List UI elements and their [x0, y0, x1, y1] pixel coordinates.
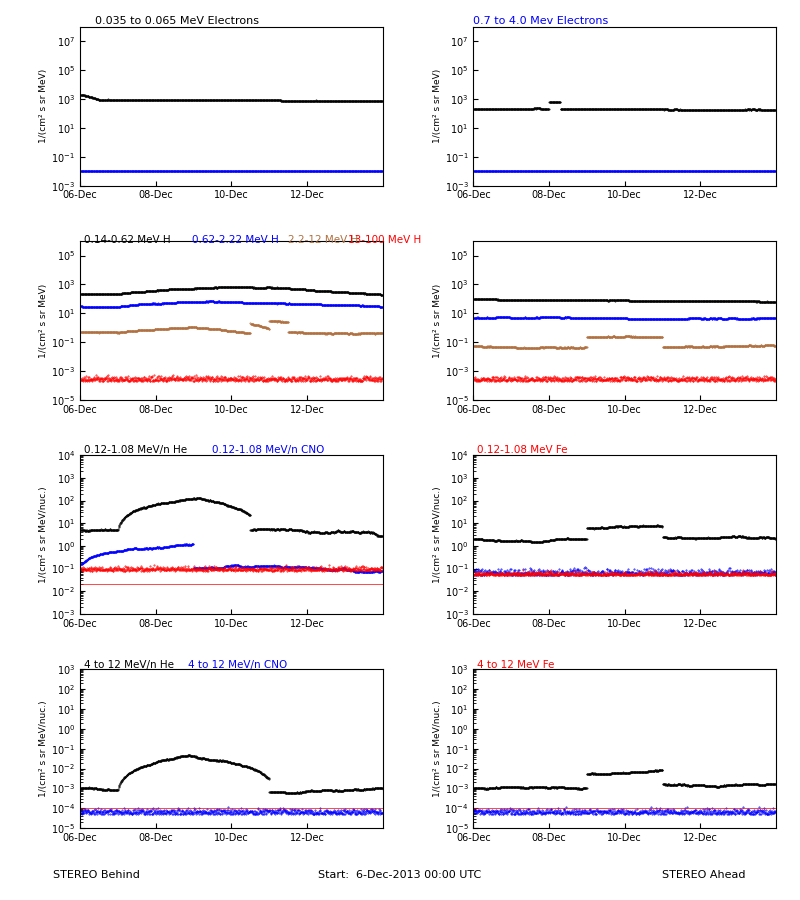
- Y-axis label: 1/(cm² s sr MeV): 1/(cm² s sr MeV): [433, 284, 442, 357]
- Text: 4 to 12 MeV Fe: 4 to 12 MeV Fe: [478, 660, 554, 670]
- Text: 0.035 to 0.065 MeV Electrons: 0.035 to 0.065 MeV Electrons: [95, 16, 259, 26]
- Text: STEREO Behind: STEREO Behind: [53, 869, 139, 879]
- Y-axis label: 1/(cm² s sr MeV/nuc.): 1/(cm² s sr MeV/nuc.): [39, 486, 48, 583]
- Text: 0.12-1.08 MeV Fe: 0.12-1.08 MeV Fe: [478, 446, 568, 455]
- Y-axis label: 1/(cm² s sr MeV/nuc.): 1/(cm² s sr MeV/nuc.): [39, 700, 48, 797]
- Y-axis label: 1/(cm² s sr MeV): 1/(cm² s sr MeV): [39, 69, 48, 143]
- Text: 0.12-1.08 MeV/n CNO: 0.12-1.08 MeV/n CNO: [212, 446, 324, 455]
- Text: 4 to 12 MeV/n He: 4 to 12 MeV/n He: [84, 660, 174, 670]
- Text: 4 to 12 MeV/n CNO: 4 to 12 MeV/n CNO: [188, 660, 287, 670]
- Text: 0.12-1.08 MeV/n He: 0.12-1.08 MeV/n He: [84, 446, 187, 455]
- Y-axis label: 1/(cm² s sr MeV): 1/(cm² s sr MeV): [433, 69, 442, 143]
- Text: 2.2-12 MeV H: 2.2-12 MeV H: [288, 235, 358, 245]
- Text: 0.62-2.22 MeV H: 0.62-2.22 MeV H: [192, 235, 278, 245]
- Text: STEREO Ahead: STEREO Ahead: [662, 869, 746, 879]
- Text: 0.7 to 4.0 Mev Electrons: 0.7 to 4.0 Mev Electrons: [474, 16, 609, 26]
- Text: 0.14-0.62 MeV H: 0.14-0.62 MeV H: [84, 235, 170, 245]
- Text: 13-100 MeV H: 13-100 MeV H: [348, 235, 422, 245]
- Y-axis label: 1/(cm² s sr MeV): 1/(cm² s sr MeV): [39, 284, 48, 357]
- Text: Start:  6-Dec-2013 00:00 UTC: Start: 6-Dec-2013 00:00 UTC: [318, 869, 482, 879]
- Y-axis label: 1/(cm² s sr MeV/nuc.): 1/(cm² s sr MeV/nuc.): [433, 486, 442, 583]
- Y-axis label: 1/(cm² s sr MeV/nuc.): 1/(cm² s sr MeV/nuc.): [433, 700, 442, 797]
